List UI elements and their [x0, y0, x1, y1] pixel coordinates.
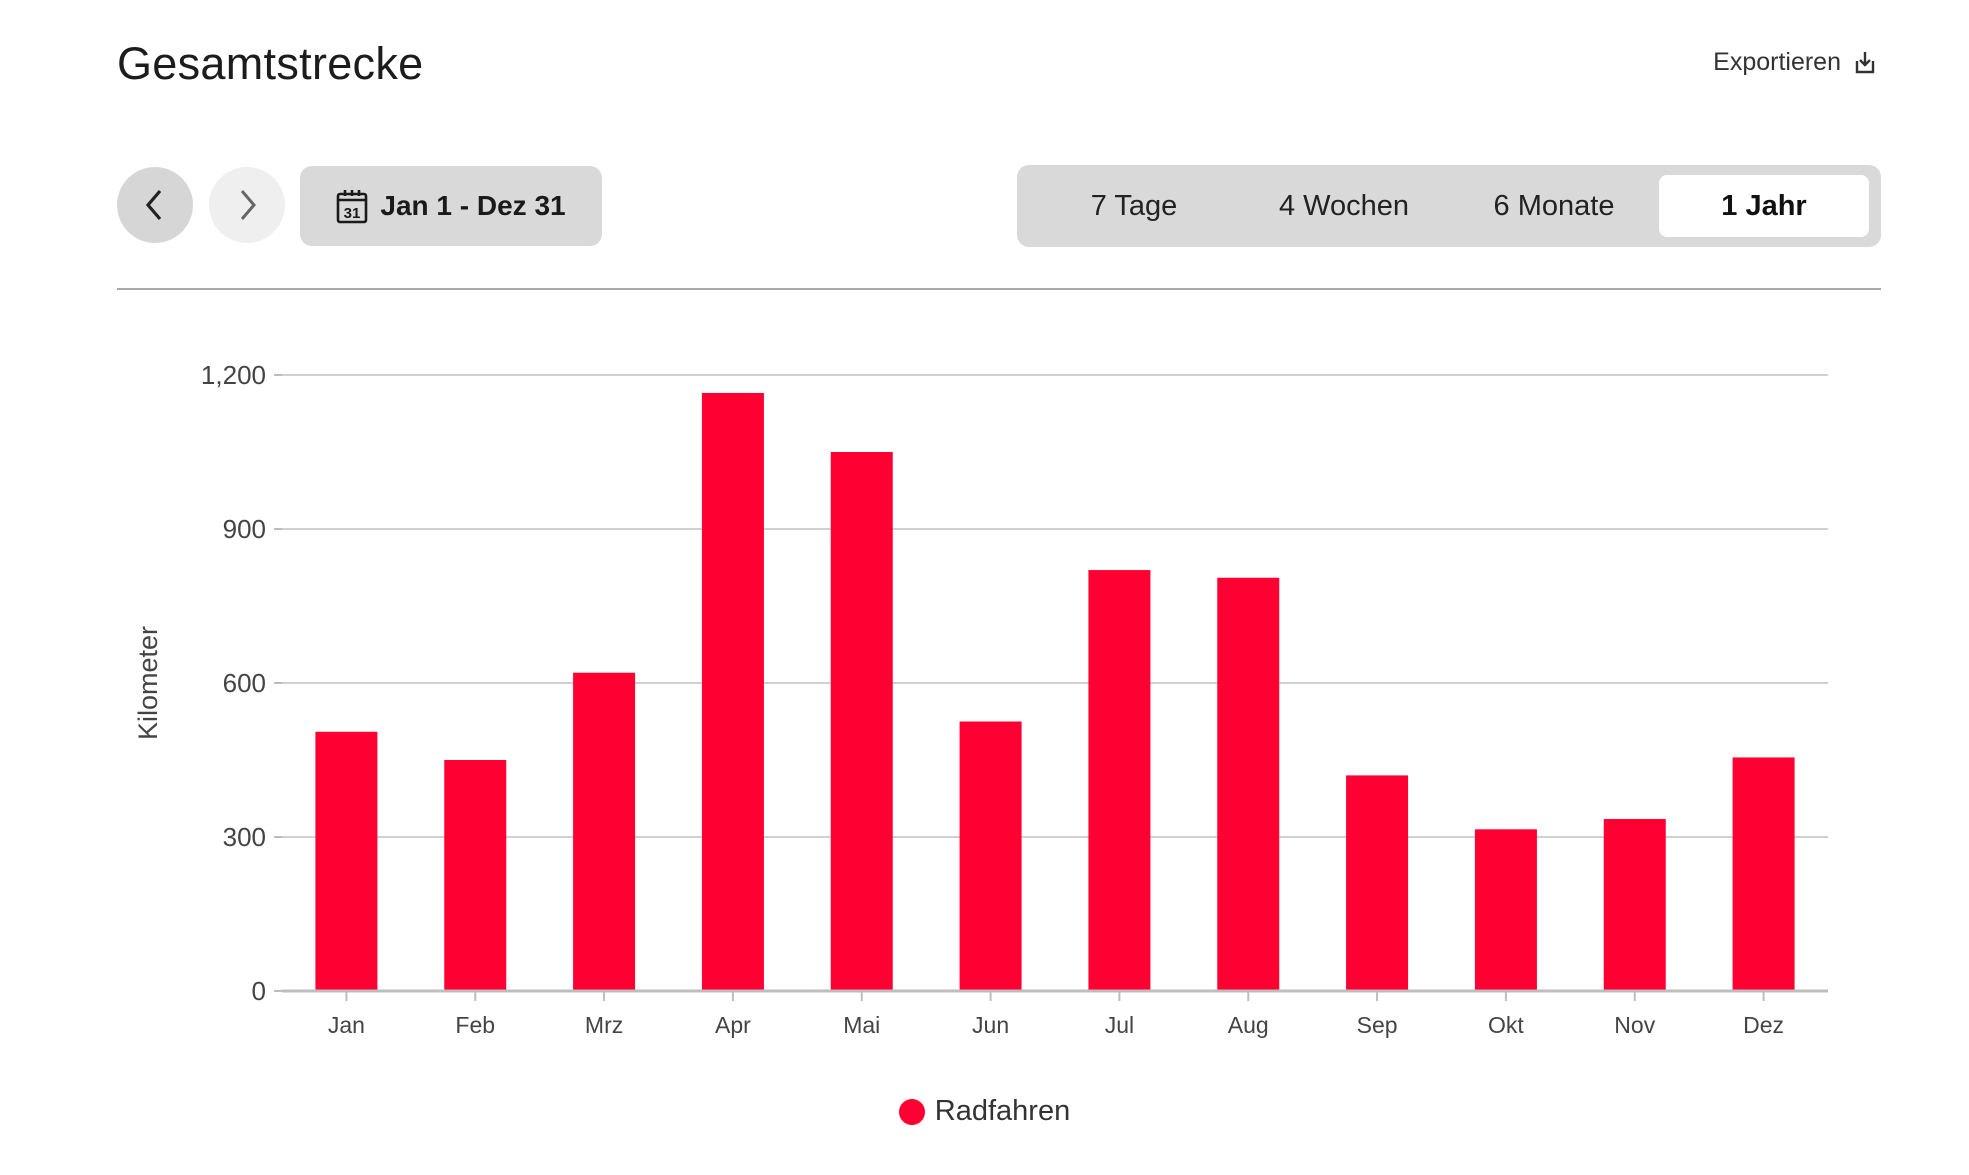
calendar-icon: 31	[337, 190, 368, 224]
y-tick-label-600: 600	[223, 668, 266, 698]
bar-okt	[1474, 829, 1537, 991]
x-tick-label-apr: Apr	[715, 1012, 751, 1038]
y-tick-label-300: 300	[223, 822, 266, 852]
date-range-button[interactable]: 31 Jan 1 - Dez 31	[300, 166, 602, 246]
bar-nov	[1603, 819, 1666, 991]
calendar-day: 31	[344, 205, 361, 222]
y-tick-label-900: 900	[223, 514, 266, 544]
x-tick-label-nov: Nov	[1614, 1012, 1655, 1038]
bar-mrz	[573, 672, 636, 991]
x-tick-label-jun: Jun	[972, 1012, 1009, 1038]
bar-apr	[701, 392, 764, 991]
bar-aug	[1217, 577, 1280, 991]
chevron-right-icon	[240, 190, 256, 220]
x-tick-label-dez: Dez	[1743, 1012, 1784, 1038]
page-title: Gesamtstrecke	[117, 38, 424, 89]
next-period-button[interactable]	[209, 167, 285, 243]
x-tick-label-okt: Okt	[1488, 1012, 1524, 1038]
bar-jan	[315, 731, 378, 991]
export-label: Exportieren	[1713, 48, 1841, 76]
y-tick-label-0: 0	[252, 976, 266, 1006]
period-tab-7-days[interactable]: 7 Tage	[1090, 189, 1178, 222]
chart-legend: Radfahren	[0, 1095, 1969, 1128]
export-download-icon	[1855, 51, 1875, 73]
distance-bar-chart: 0 300 600 900 1,200 Jan Feb Mrz Apr Mai Jun Jul Aug S…	[133, 360, 1828, 1038]
y-axis-label: Kilometer	[133, 626, 163, 740]
legend-label[interactable]: Radfahren	[934, 1095, 1071, 1127]
bar-sep	[1346, 775, 1409, 991]
chevron-left-icon	[145, 189, 162, 221]
bar-feb	[444, 760, 507, 991]
x-tick-label-aug: Aug	[1228, 1012, 1269, 1038]
y-tick-label-1200: 1,200	[201, 360, 266, 390]
bar-jun	[959, 721, 1022, 991]
period-selector: 7 Tage 4 Wochen 6 Monate 1 Jahr	[1017, 165, 1881, 247]
toolbar: 31 Jan 1 - Dez 31 7 Tage 4 Wochen 6 Mona…	[117, 165, 1881, 247]
period-tab-1-year[interactable]: 1 Jahr	[1659, 175, 1869, 237]
period-tab-6-months[interactable]: 6 Monate	[1493, 189, 1615, 222]
header-divider	[117, 288, 1881, 290]
bar-jul	[1088, 570, 1151, 991]
x-tick-label-mai: Mai	[843, 1012, 880, 1038]
x-tick-label-feb: Feb	[455, 1012, 495, 1038]
date-range-label: Jan 1 - Dez 31	[380, 190, 566, 221]
period-tab-4-weeks[interactable]: 4 Wochen	[1278, 189, 1410, 222]
x-tick-label-sep: Sep	[1357, 1012, 1398, 1038]
bar-mai	[830, 452, 893, 991]
x-tick-label-jul: Jul	[1105, 1012, 1134, 1038]
export-button[interactable]: Exportieren	[1713, 48, 1877, 77]
x-tick-label-mrz: Mrz	[585, 1012, 623, 1038]
legend-marker	[898, 1098, 925, 1125]
previous-period-button[interactable]	[117, 167, 193, 243]
bar-dez	[1732, 757, 1795, 991]
x-tick-label-jan: Jan	[328, 1012, 365, 1038]
